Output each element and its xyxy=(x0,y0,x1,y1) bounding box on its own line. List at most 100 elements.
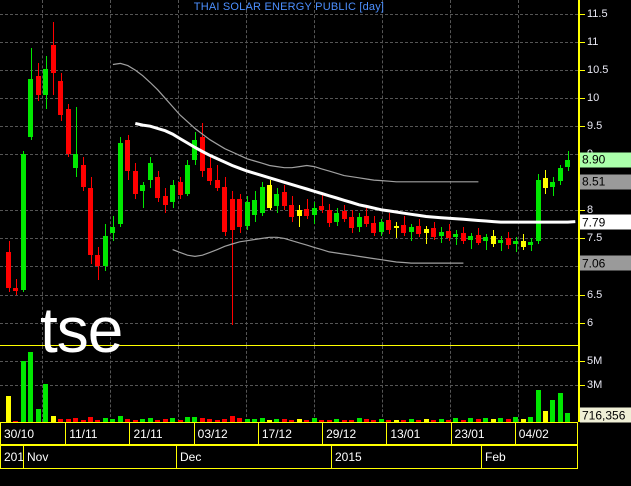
volume-bar xyxy=(536,390,541,422)
volume-bar xyxy=(558,392,563,422)
price-tick-label: 10 xyxy=(587,92,600,105)
upper-band-marker[interactable]: 8.51 xyxy=(580,174,631,190)
month-tick-label[interactable]: 2015 xyxy=(331,446,481,468)
candle-body xyxy=(88,187,93,256)
candle-body xyxy=(289,204,294,218)
candle-body xyxy=(36,75,41,96)
date-tick-label[interactable]: 17/12 xyxy=(257,423,322,444)
candle-body xyxy=(483,237,488,242)
volume-bar xyxy=(379,418,384,422)
volume-bar xyxy=(297,419,302,422)
volume-bar xyxy=(73,418,78,422)
candle-body xyxy=(148,162,153,180)
candle-body xyxy=(409,227,414,232)
price-gridline xyxy=(0,154,578,156)
candle-body xyxy=(498,239,503,243)
month-tick-label[interactable]: Nov xyxy=(23,446,176,468)
volume-bar xyxy=(483,417,488,422)
date-tick-label[interactable]: 04/02 xyxy=(514,423,579,444)
axis-tick xyxy=(580,385,585,387)
volume-time-gridline xyxy=(382,346,383,422)
volume-bar xyxy=(446,419,451,422)
volume-bar xyxy=(155,419,160,422)
candle-body xyxy=(319,205,324,211)
candle-body xyxy=(491,236,496,244)
candle-body xyxy=(66,109,71,155)
time-gridline xyxy=(246,0,247,345)
volume-bar xyxy=(386,419,391,422)
volume-bar xyxy=(409,418,414,422)
candle-body xyxy=(327,210,332,223)
volume-bar xyxy=(245,418,250,422)
volume-bar xyxy=(125,418,130,422)
date-tick-label[interactable]: 21/11 xyxy=(129,423,193,444)
date-tick-label[interactable]: 11/11 xyxy=(65,423,129,444)
price-axis[interactable]: 11.51110.5109.5987.576.565M3M8.908.517.7… xyxy=(578,0,631,423)
volume-bar xyxy=(431,420,436,422)
month-tick-label[interactable]: Dec xyxy=(176,446,331,468)
volume-bar xyxy=(312,418,317,422)
volume-bar xyxy=(349,419,354,422)
candle-wick xyxy=(411,224,412,242)
axis-tick xyxy=(580,98,585,100)
candle-body xyxy=(468,235,473,240)
candle-body xyxy=(73,154,78,169)
candle-body xyxy=(416,226,421,234)
volume-bar xyxy=(528,417,533,422)
volume-bar xyxy=(394,419,399,422)
month-tick-label[interactable]: 2014 xyxy=(4,450,23,464)
month-tick-label[interactable]: Feb xyxy=(481,446,579,468)
candle-body xyxy=(401,224,406,233)
candle-body xyxy=(550,182,555,187)
volume-time-gridline xyxy=(178,346,179,422)
candle-wick xyxy=(426,226,427,244)
volume-bar xyxy=(110,419,115,422)
candle-body xyxy=(304,209,309,216)
volume-bar xyxy=(133,419,138,422)
candle-body xyxy=(543,177,548,188)
axis-tick xyxy=(580,14,585,16)
volume-bar xyxy=(491,419,496,422)
candle-body xyxy=(207,168,212,182)
volume-bar xyxy=(237,418,242,422)
volume-bar xyxy=(140,418,145,422)
symbol-watermark: tse xyxy=(40,294,123,366)
candle-body xyxy=(476,235,481,243)
volume-bar xyxy=(424,419,429,422)
candle-body xyxy=(424,229,429,233)
lower-band-marker[interactable]: 7.06 xyxy=(580,255,631,271)
volume-bar xyxy=(88,416,93,422)
date-tick-label[interactable]: 03/12 xyxy=(193,423,258,444)
volume-bar xyxy=(13,420,18,422)
month-axis[interactable]: 2014NovDec2015Feb xyxy=(0,445,631,469)
volume-bar xyxy=(66,419,71,422)
volume-bar xyxy=(401,419,406,422)
candle-body xyxy=(297,210,302,216)
date-tick-label[interactable]: 13/01 xyxy=(386,423,450,444)
candle-body xyxy=(110,227,115,233)
date-tick-label[interactable]: 30/10 xyxy=(4,426,35,441)
candle-body xyxy=(95,255,100,267)
volume-bar xyxy=(304,419,309,422)
candle-body xyxy=(163,196,168,205)
candle-body xyxy=(6,252,11,288)
date-axis[interactable]: 30/10 11/11 21/11 03/12 17/12 29/12 13/01 23/01… xyxy=(0,422,631,445)
date-tick-label[interactable]: 29/12 xyxy=(322,423,386,444)
last-price-marker[interactable]: 8.90 xyxy=(580,152,631,168)
candle-body xyxy=(155,176,160,199)
volume-bar xyxy=(118,416,123,422)
candle-body xyxy=(513,241,518,245)
candle-body xyxy=(192,140,197,160)
axis-tick xyxy=(580,294,585,296)
candle-body xyxy=(506,238,511,246)
candle-body xyxy=(282,192,287,206)
price-gridline xyxy=(0,42,578,44)
volume-bar xyxy=(498,417,503,422)
candle-body xyxy=(215,179,220,188)
moving-average-marker[interactable]: 7.79 xyxy=(580,214,631,230)
last-volume-marker[interactable]: 716,356 xyxy=(580,407,631,423)
candle-body xyxy=(252,200,257,215)
date-tick-label[interactable]: 23/01 xyxy=(450,423,515,444)
candle-body xyxy=(230,199,235,230)
